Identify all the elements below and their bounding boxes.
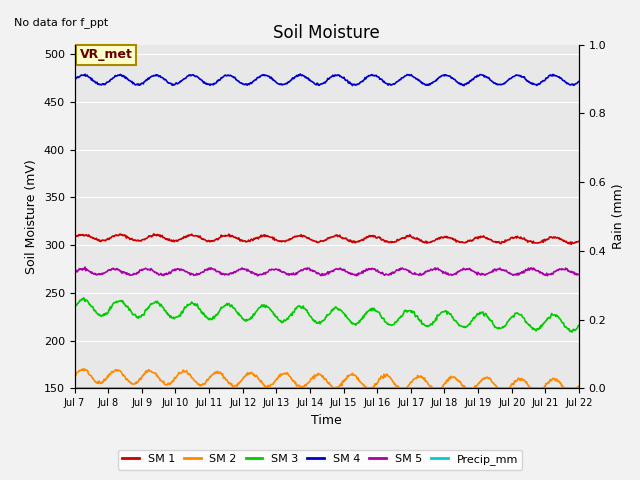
Y-axis label: Rain (mm): Rain (mm) xyxy=(612,184,625,249)
Title: Soil Moisture: Soil Moisture xyxy=(273,24,380,42)
Legend: SM 1, SM 2, SM 3, SM 4, SM 5, Precip_mm: SM 1, SM 2, SM 3, SM 4, SM 5, Precip_mm xyxy=(118,450,522,469)
Y-axis label: Soil Moisture (mV): Soil Moisture (mV) xyxy=(25,159,38,274)
Text: VR_met: VR_met xyxy=(79,48,132,61)
X-axis label: Time: Time xyxy=(312,414,342,427)
Text: No data for f_ppt: No data for f_ppt xyxy=(14,17,108,28)
